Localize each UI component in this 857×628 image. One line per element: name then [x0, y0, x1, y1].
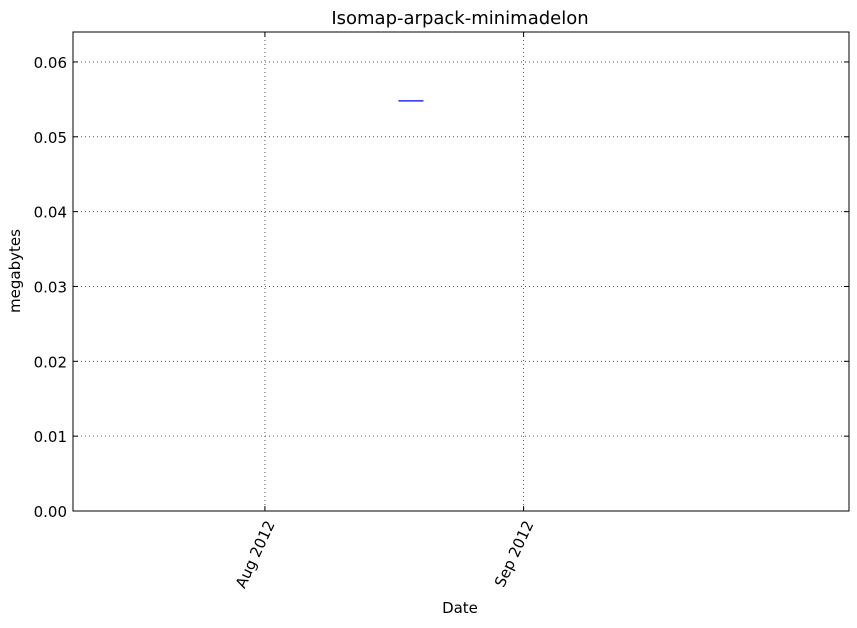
- plot-frame: [72, 31, 850, 512]
- y-tick-label: 0.05: [34, 129, 67, 147]
- y-tick-label: 0.06: [34, 54, 67, 72]
- y-tick-label: 0.02: [34, 353, 67, 371]
- y-axis-label: megabytes: [6, 229, 24, 313]
- chart-title: Isomap-arpack-minimadelon: [331, 8, 588, 29]
- y-tick-label: 0.04: [34, 204, 67, 222]
- y-tick-label: 0.01: [34, 428, 67, 446]
- y-tick-label: 0.00: [34, 503, 67, 521]
- y-tick-label: 0.03: [34, 278, 67, 296]
- x-axis-label: Date: [442, 599, 478, 617]
- grid: [73, 32, 849, 511]
